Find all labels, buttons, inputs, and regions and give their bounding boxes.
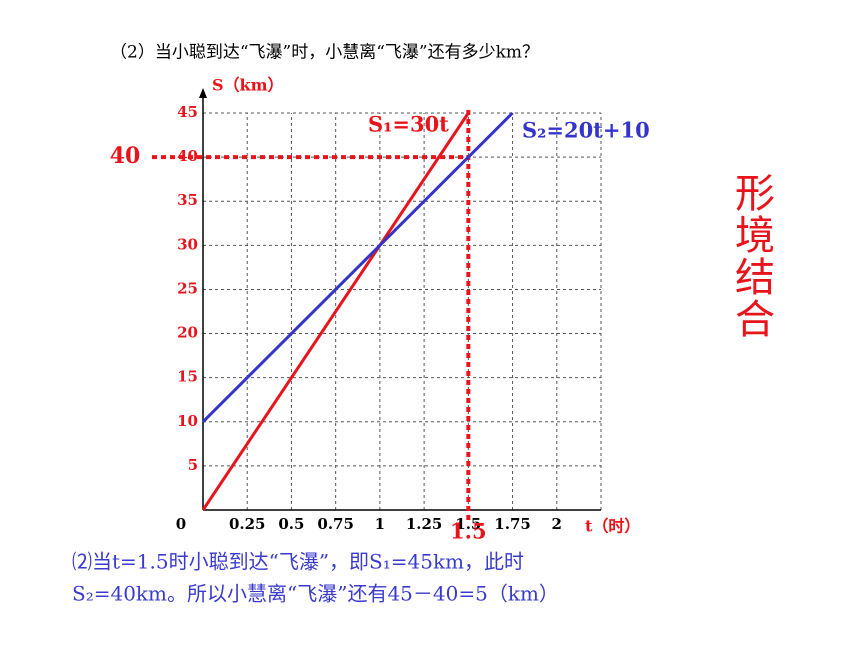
x-tick-label: 0.75 bbox=[317, 515, 354, 533]
y-tick-label: 25 bbox=[177, 279, 198, 297]
guide-label: 1.5 bbox=[450, 519, 487, 544]
y-tick-label: 45 bbox=[177, 103, 198, 121]
x-tick-label: 1.25 bbox=[406, 515, 443, 533]
y-tick-label: 10 bbox=[177, 412, 198, 430]
side-note: 形境结合 bbox=[728, 172, 774, 340]
y-tick-label: 15 bbox=[177, 368, 198, 386]
x-tick-label: 0.5 bbox=[278, 515, 304, 533]
side-note-text: 形境结合 bbox=[728, 172, 774, 340]
y-tick-label: 35 bbox=[177, 191, 198, 209]
legend-label: S₂=20t+10 bbox=[522, 118, 650, 143]
legend-label: S₁=30t bbox=[368, 112, 449, 137]
explanation-line: ⑵当t=1.5时小聪到达“飞瀑”，即S₁=45km，此时 bbox=[72, 550, 524, 574]
x-tick-label: 1.75 bbox=[494, 515, 531, 533]
x-tick-label: 1 bbox=[375, 515, 385, 533]
series-line bbox=[201, 112, 470, 511]
series-line bbox=[201, 111, 514, 423]
y-axis-arrow bbox=[199, 88, 207, 98]
guide-label: 40 bbox=[110, 143, 141, 169]
x-tick-label: 0.25 bbox=[229, 515, 266, 533]
y-tick-label: 20 bbox=[177, 324, 198, 342]
x-tick-label: 1.5 bbox=[455, 515, 481, 533]
y-tick-label: 40 bbox=[177, 147, 198, 165]
y-tick-label: 5 bbox=[188, 456, 198, 474]
explanation-line: S₂=40km。所以小慧离“飞瀑”还有45－40=5（km） bbox=[72, 582, 559, 606]
x-axis-label: t（时） bbox=[585, 517, 640, 536]
question: （2）当小聪到达“飞瀑”时，小慧离“飞瀑”还有多少km？ bbox=[110, 43, 539, 63]
x-tick-label: 0 bbox=[176, 515, 186, 533]
y-axis-label: S（km） bbox=[212, 76, 284, 95]
x-tick-label: 2 bbox=[552, 515, 562, 533]
y-tick-label: 30 bbox=[177, 235, 198, 253]
